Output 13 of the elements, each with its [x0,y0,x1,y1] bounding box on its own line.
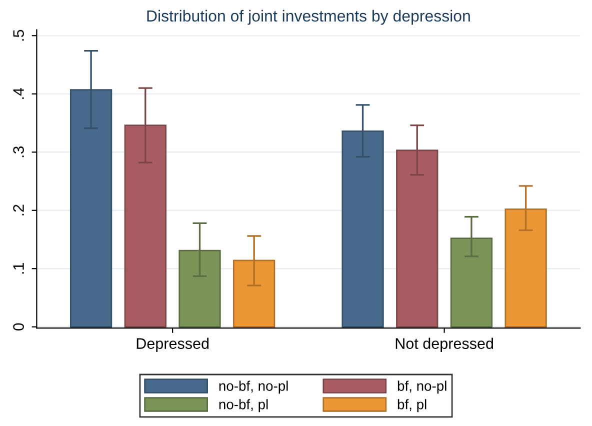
legend-label: no-bf, no-pl [219,380,288,394]
legend-label: no-bf, pl [219,399,268,412]
x-tick-label: Not depressed [396,338,493,352]
y-tick-label: 0 [13,323,24,331]
legend-label: bf, pl [398,399,426,412]
y-tick-label: .3 [13,146,24,158]
y-tick-label: .5 [13,30,24,41]
legend-label: bf, no-pl [398,380,446,394]
y-tick-label: .1 [13,262,24,274]
chart-title: Distribution of joint investments by depression [147,10,470,25]
y-tick-label: .2 [13,204,24,216]
y-tick-label: .4 [13,88,24,99]
x-tick-label: Depressed [136,338,209,352]
